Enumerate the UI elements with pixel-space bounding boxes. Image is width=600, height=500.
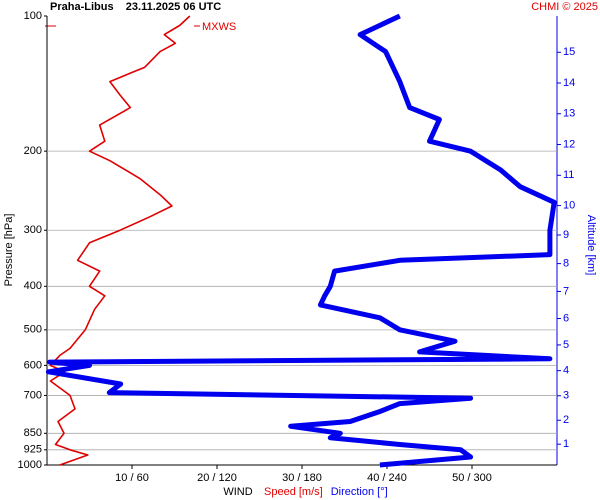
y-axis-label: Pressure [hPa] [3,214,15,287]
y-tick-label: 850 [24,427,42,439]
y2-tick-label: 4 [563,365,569,377]
y2-tick-label: 9 [563,229,569,241]
y2-tick-label: 1 [563,438,569,450]
y2-tick-label: 15 [563,46,575,58]
legend-label: Speed [m/s] [264,486,323,498]
x-tick-label: 20 / 120 [197,472,237,484]
y-tick-label: 600 [24,359,42,371]
x-tick-label: 10 / 60 [115,472,149,484]
x-tick-label: 30 / 180 [282,472,322,484]
y-tick-label: 925 [24,444,42,456]
y2-tick-label: 6 [563,312,569,324]
y2-tick-label: 12 [563,138,575,150]
y-tick-label: 500 [24,324,42,336]
y2-tick-label: 7 [563,285,569,297]
y2-tick-label: 13 [563,108,575,120]
annotation: MXWS [202,21,236,33]
y2-tick-label: 11 [563,169,574,181]
x-tick-label: 40 / 240 [367,472,407,484]
y2-tick-label: 3 [563,390,569,402]
y-tick-label: 1000 [18,459,42,471]
y2-tick-label: 10 [563,199,575,211]
profile-line [49,15,191,466]
y2-tick-label: 8 [563,258,569,270]
chart-title: Praha-Libus 23.11.2025 06 UTC [50,1,221,13]
y-tick-label: 700 [24,389,42,401]
y2-axis-label: Altitude [km] [585,215,597,276]
y2-tick-label: 5 [563,339,569,351]
x-tick-label: 50 / 300 [452,472,492,484]
y-tick-label: 400 [24,280,42,292]
credit: CHMI © 2025 [531,1,598,13]
legend-label: Direction [°] [331,486,388,498]
profile-line [45,13,557,468]
y-tick-label: 100 [24,10,42,22]
y-tick-label: 300 [24,224,42,236]
y-tick-label: 200 [24,145,42,157]
y2-tick-label: 14 [563,77,575,89]
x-axis-label: WIND [223,486,252,498]
y2-tick-label: 2 [563,414,569,426]
